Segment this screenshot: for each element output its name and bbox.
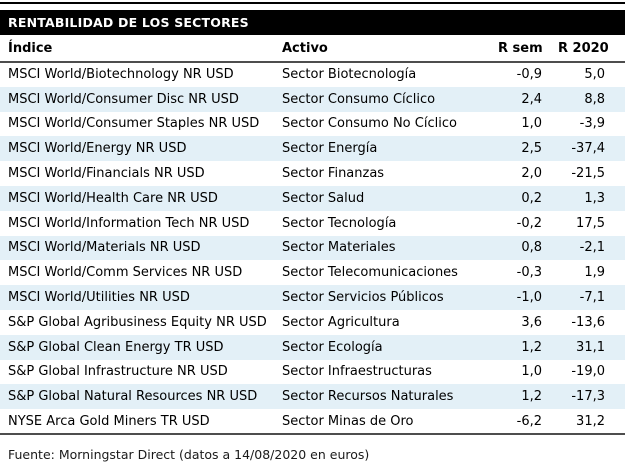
cell-r-sem: 1,0 <box>521 364 542 380</box>
cell-r-sem: 1,0 <box>521 116 542 132</box>
table-row: S&P Global Natural Resources NR USD Sect… <box>0 384 625 410</box>
cell-indice: MSCI World/Consumer Staples NR USD <box>8 116 260 132</box>
table-row: S&P Global Clean Energy TR USD Sector Ec… <box>0 334 625 360</box>
cell-indice: MSCI World/Financials NR USD <box>8 166 205 182</box>
cell-indice: S&P Global Agribusiness Equity NR USD <box>8 314 267 330</box>
top-rule <box>0 2 625 4</box>
cell-r-2020: 1,3 <box>584 190 605 206</box>
cell-activo: Sector Energía <box>282 141 378 157</box>
cell-r-sem: 2,0 <box>521 166 542 182</box>
cell-r-2020: 8,8 <box>584 91 605 107</box>
cell-activo: Sector Consumo Cíclico <box>282 91 436 107</box>
cell-activo: Sector Minas de Oro <box>282 413 414 429</box>
cell-r-sem: -0,9 <box>516 67 542 83</box>
sector-table-body: MSCI World/Biotechnology NR USD Sector B… <box>0 62 625 434</box>
cell-r-sem: 2,5 <box>521 141 542 157</box>
cell-activo: Sector Materiales <box>282 240 396 256</box>
cell-r-2020: -21,5 <box>571 166 605 182</box>
cell-indice: MSCI World/Consumer Disc NR USD <box>8 91 239 107</box>
cell-r-sem: 1,2 <box>521 389 542 405</box>
cell-activo: Sector Agricultura <box>282 314 400 330</box>
cell-r-sem: -6,2 <box>516 413 542 429</box>
table-row: S&P Global Infrastructure NR USD Sector … <box>0 359 625 385</box>
table-row: MSCI World/Biotechnology NR USD Sector B… <box>0 62 625 87</box>
cell-r-sem: 0,2 <box>521 190 542 206</box>
cell-activo: Sector Salud <box>282 190 365 206</box>
cell-r-sem: -1,0 <box>516 290 542 306</box>
cell-indice: S&P Global Natural Resources NR USD <box>8 389 258 405</box>
cell-r-sem: 2,4 <box>521 91 542 107</box>
cell-r-2020: -2,1 <box>579 240 605 256</box>
table-row: MSCI World/Comm Services NR USD Sector T… <box>0 260 625 286</box>
table-row: MSCI World/Utilities NR USD Sector Servi… <box>0 285 625 310</box>
cell-indice: MSCI World/Energy NR USD <box>8 141 187 157</box>
table-row: MSCI World/Materials NR USD Sector Mater… <box>0 235 625 261</box>
sectors-table: Índice Activo R sem R 2020 MSCI World/Bi… <box>0 35 625 435</box>
header-row: Índice Activo R sem R 2020 <box>0 35 625 63</box>
cell-indice: NYSE Arca Gold Miners TR USD <box>8 413 210 429</box>
cell-r-sem: 3,6 <box>521 314 542 330</box>
cell-r-2020: -17,3 <box>571 389 605 405</box>
cell-r-2020: -3,9 <box>579 116 605 132</box>
cell-r-2020: -19,0 <box>571 364 605 380</box>
cell-activo: Sector Infraestructuras <box>282 364 432 380</box>
table-row: NYSE Arca Gold Miners TR USD Sector Mina… <box>0 409 625 434</box>
cell-activo: Sector Telecomunicaciones <box>282 265 458 281</box>
cell-r-sem: 0,8 <box>521 240 542 256</box>
cell-indice: MSCI World/Materials NR USD <box>8 240 201 256</box>
cell-indice: MSCI World/Utilities NR USD <box>8 290 190 306</box>
cell-indice: MSCI World/Comm Services NR USD <box>8 265 243 281</box>
cell-activo: Sector Ecología <box>282 339 383 355</box>
cell-r-2020: 17,5 <box>576 215 605 231</box>
cell-r-2020: 1,9 <box>584 265 605 281</box>
table-header: Índice Activo R sem R 2020 <box>0 35 625 63</box>
table-row: S&P Global Agribusiness Equity NR USD Se… <box>0 309 625 335</box>
cell-r-2020: 31,2 <box>576 413 605 429</box>
table-row: MSCI World/Health Care NR USD Sector Sal… <box>0 185 625 211</box>
column-header-indice: Índice <box>0 35 282 63</box>
table-row: MSCI World/Financials NR USD Sector Fina… <box>0 161 625 186</box>
table-row: MSCI World/Information Tech NR USD Secto… <box>0 210 625 236</box>
cell-r-2020: -13,6 <box>571 314 605 330</box>
cell-activo: Sector Biotecnología <box>282 67 417 83</box>
cell-indice: MSCI World/Health Care NR USD <box>8 190 218 206</box>
cell-activo: Sector Recursos Naturales <box>282 389 454 405</box>
table-row: MSCI World/Energy NR USD Sector Energía … <box>0 136 625 162</box>
cell-indice: S&P Global Clean Energy TR USD <box>8 339 224 355</box>
cell-r-sem: -0,2 <box>516 215 542 231</box>
cell-r-2020: -37,4 <box>571 141 605 157</box>
source-note: Fuente: Morningstar Direct (datos a 14/0… <box>8 446 370 462</box>
page-title: RENTABILIDAD DE LOS SECTORES <box>0 10 625 35</box>
cell-r-2020: 5,0 <box>584 67 605 83</box>
column-header-r-sem: R sem <box>498 35 558 63</box>
table-row: MSCI World/Consumer Staples NR USD Secto… <box>0 111 625 137</box>
cell-r-2020: -7,1 <box>579 290 605 306</box>
column-header-activo: Activo <box>282 35 498 63</box>
cell-activo: Sector Consumo No Cíclico <box>282 116 457 132</box>
column-header-r-2020: R 2020 <box>558 35 625 63</box>
cell-indice: S&P Global Infrastructure NR USD <box>8 364 228 380</box>
cell-r-sem: 1,2 <box>521 339 542 355</box>
table-row: MSCI World/Consumer Disc NR USD Sector C… <box>0 86 625 112</box>
cell-r-2020: 31,1 <box>576 339 605 355</box>
cell-indice: MSCI World/Biotechnology NR USD <box>8 67 234 83</box>
cell-activo: Sector Tecnología <box>282 215 397 231</box>
cell-activo: Sector Servicios Públicos <box>282 290 444 306</box>
cell-r-sem: -0,3 <box>516 265 542 281</box>
cell-activo: Sector Finanzas <box>282 166 385 182</box>
cell-indice: MSCI World/Information Tech NR USD <box>8 215 250 231</box>
